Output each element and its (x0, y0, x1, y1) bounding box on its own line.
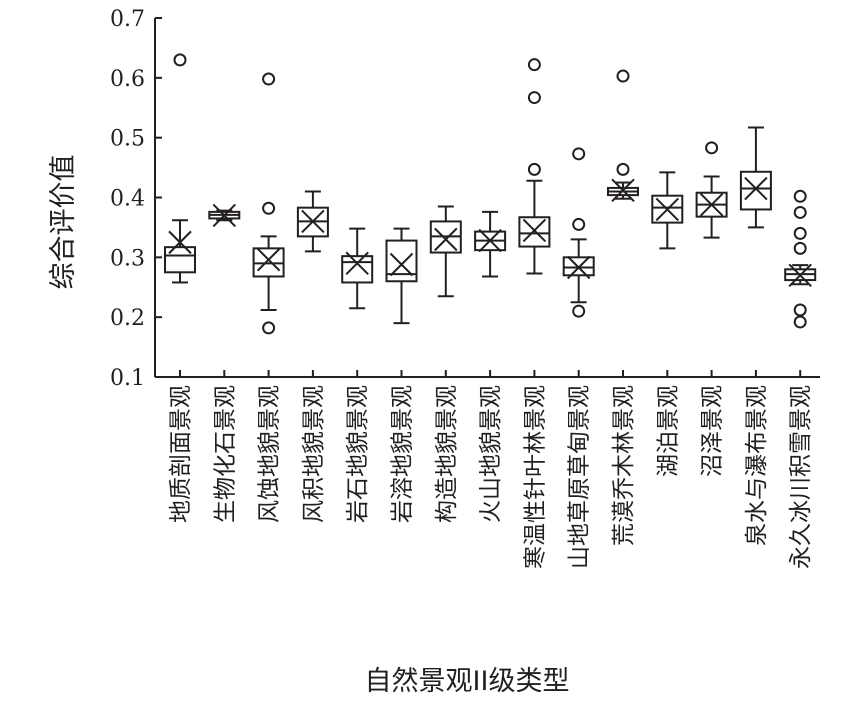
x-tick-label: 寒温性针叶林景观 (522, 385, 548, 569)
y-tick-label: 0.3 (110, 246, 145, 271)
outlier-point (262, 72, 276, 86)
x-tick-label: 岩溶地貌景观 (390, 385, 416, 523)
mean-marker (434, 227, 458, 252)
box-plot-item (208, 203, 241, 228)
outlier-point (793, 315, 807, 329)
mean-marker (212, 203, 237, 228)
mean-marker (345, 251, 369, 276)
x-tick-label: 泉水与瀑布景观 (744, 385, 770, 546)
outlier-point (705, 141, 719, 155)
x-axis: 地质剖面景观 生物化石景观 风蚀地貌景观 风积地貌景观 岩石地貌景观 岩溶地貌景观 构造地貌… (155, 370, 820, 569)
mean-marker (301, 209, 325, 234)
outlier-point (616, 69, 630, 83)
box-plot-item (784, 189, 817, 329)
mean-marker (168, 230, 192, 255)
box-plot-item (385, 227, 418, 325)
box-plot-item (562, 147, 595, 318)
mean-marker (566, 255, 591, 280)
outlier-point (793, 241, 807, 255)
x-tick-label: 生物化石景观 (212, 385, 238, 523)
outlier-point (173, 53, 187, 67)
box-iqr (341, 255, 374, 284)
mean-marker (389, 252, 414, 277)
box-plot-item (164, 53, 196, 284)
x-tick-label: 地质剖面景观 (168, 385, 194, 523)
outlier-point (262, 321, 276, 335)
y-tick-label: 0.6 (110, 67, 145, 92)
x-tick-label: 火山地貌景观 (478, 385, 504, 523)
box-plot-item (341, 227, 374, 310)
outlier-point (527, 91, 541, 105)
mean-marker (699, 192, 724, 217)
box-plot-item (429, 205, 462, 298)
box-plot-item (651, 171, 684, 250)
outlier-point (793, 303, 807, 317)
outlier-point (262, 201, 276, 215)
outlier-point (616, 162, 630, 176)
outlier-point (793, 189, 807, 203)
y-tick-label: 0.4 (110, 187, 145, 212)
x-tick-label: 风积地貌景观 (301, 385, 327, 523)
y-tick-label: 0.7 (110, 7, 145, 32)
x-tick-label: 构造地貌景观 (434, 385, 460, 523)
box-plot-item (607, 69, 639, 203)
outlier-point (572, 304, 586, 318)
mean-marker (478, 228, 502, 253)
x-tick-label: 风蚀地貌景观 (257, 385, 283, 523)
outlier-point (527, 162, 541, 176)
box-iqr (518, 216, 551, 248)
box-plot-item (296, 190, 329, 253)
box-plot-item (518, 58, 551, 275)
box-iqr (164, 246, 196, 274)
box-plot-item (739, 126, 772, 229)
x-tick-label: 永久冰川积雪景观 (788, 385, 814, 569)
mean-marker (611, 178, 635, 203)
y-tick-label: 0.2 (110, 306, 145, 331)
box-plot-item (695, 141, 728, 239)
x-tick-label: 沼泽景观 (700, 385, 726, 477)
x-tick-label: 山地草原草甸景观 (567, 385, 593, 569)
mean-marker (788, 263, 812, 287)
x-axis-title: 自然景观II级类型 (365, 666, 570, 697)
y-tick-label: 0.1 (110, 366, 145, 391)
y-axis: 0.1 0.2 0.3 0.4 0.5 0.6 0.7 (110, 7, 162, 391)
outlier-point (793, 205, 807, 219)
mean-marker (744, 176, 768, 201)
x-tick-label: 岩石地貌景观 (345, 385, 371, 523)
mean-marker (256, 248, 281, 272)
box-group (164, 53, 817, 335)
outlier-point (572, 217, 586, 231)
outlier-point (527, 58, 541, 72)
x-tick-label: 湖泊景观 (655, 385, 681, 477)
box-plot-item (474, 210, 507, 278)
mean-marker (655, 197, 680, 222)
y-tick-label: 0.5 (110, 127, 145, 152)
mean-marker (522, 218, 547, 243)
x-tick-label: 荒漠乔木林景观 (611, 385, 637, 546)
box-plot-item (252, 72, 285, 335)
y-axis-title: 综合评价值 (48, 155, 79, 290)
outlier-point (572, 147, 586, 161)
outlier-point (793, 226, 807, 240)
